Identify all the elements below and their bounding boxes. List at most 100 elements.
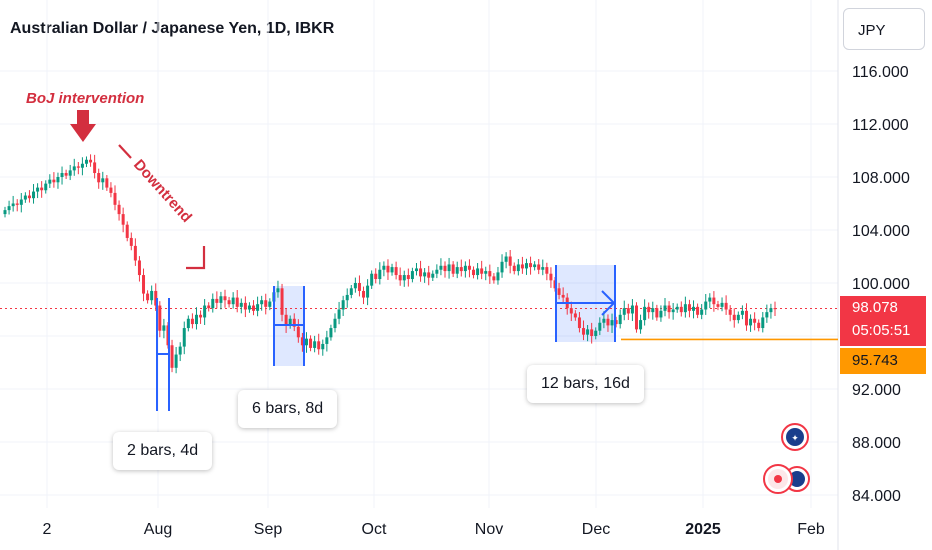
candle	[443, 261, 447, 278]
candle	[484, 266, 488, 281]
candle-body	[329, 328, 333, 338]
candle	[728, 305, 732, 322]
candle	[105, 175, 109, 191]
candle	[292, 313, 296, 332]
candle-body	[7, 206, 11, 211]
range-callout-2: 6 bars, 8d	[238, 390, 338, 428]
candle	[732, 308, 736, 328]
y-tick-label: 104.000	[852, 223, 910, 240]
candle-body	[378, 269, 382, 280]
candle	[622, 300, 626, 321]
candle	[374, 268, 378, 284]
candle	[199, 310, 203, 324]
candle	[243, 296, 247, 318]
candle	[549, 267, 553, 288]
x-tick-label: 2	[43, 521, 52, 538]
candle-body	[463, 265, 467, 272]
candle	[410, 267, 414, 283]
candle	[630, 299, 634, 322]
candle	[300, 332, 304, 352]
bar-countdown: 05:05:51	[852, 322, 911, 339]
candle	[459, 259, 463, 277]
candle-body	[162, 325, 166, 331]
candle	[439, 258, 443, 276]
candle	[700, 304, 704, 320]
candle-body	[203, 305, 207, 318]
candle	[235, 290, 239, 313]
candle-body	[753, 318, 757, 323]
candle	[174, 346, 178, 374]
candle	[663, 297, 667, 317]
candle	[264, 293, 268, 315]
candle	[52, 172, 56, 188]
candle-body	[158, 305, 162, 331]
candle	[671, 303, 675, 320]
candle-body	[484, 271, 488, 274]
candle-body	[317, 341, 321, 350]
candle-body	[247, 305, 251, 310]
candle-body	[573, 313, 577, 318]
candle-body	[300, 337, 304, 346]
down-arrow-icon	[70, 110, 96, 142]
candle	[736, 311, 740, 324]
candle-body	[561, 294, 565, 298]
candle	[394, 261, 398, 280]
currency-selector-button[interactable]: JPY	[843, 8, 925, 50]
candle-body	[264, 300, 268, 307]
candle	[419, 260, 423, 282]
candle	[463, 261, 467, 278]
candle	[524, 258, 528, 275]
candle-body	[97, 173, 101, 183]
candle	[36, 183, 40, 199]
candle	[247, 302, 251, 313]
current-price-value: 98.078	[852, 299, 898, 316]
candle	[117, 200, 121, 221]
candle-body	[667, 305, 671, 313]
range-callout-1: 2 bars, 4d	[113, 432, 213, 470]
candle-body	[215, 298, 219, 303]
candle-body	[239, 302, 243, 307]
candle	[431, 270, 435, 282]
candle-body	[89, 159, 93, 163]
candle	[402, 270, 406, 287]
candle-body	[630, 305, 634, 314]
candle-body	[121, 214, 125, 225]
candle	[317, 333, 321, 355]
candle	[378, 262, 382, 285]
candle-body	[125, 224, 129, 238]
candle	[675, 303, 679, 313]
candle	[178, 342, 182, 362]
candle-body	[353, 283, 357, 289]
candle-body	[68, 170, 72, 176]
candle	[170, 339, 174, 373]
candle-body	[541, 267, 545, 270]
candle	[427, 265, 431, 286]
y-tick-label: 112.000	[852, 117, 909, 134]
x-tick-label: Sep	[254, 521, 283, 538]
candle-body	[129, 237, 133, 246]
candle	[60, 166, 64, 185]
candle-body	[133, 245, 137, 261]
candle-body	[659, 310, 663, 318]
candle	[382, 261, 386, 277]
candle-body	[60, 173, 64, 177]
x-tick-label: Oct	[362, 521, 387, 538]
candle-body	[716, 304, 720, 307]
candle-body	[602, 318, 606, 323]
candle-body	[117, 204, 121, 215]
candle	[309, 335, 313, 352]
candle	[720, 297, 724, 312]
candle	[72, 158, 76, 176]
candle-body	[44, 183, 48, 191]
candle	[406, 268, 410, 287]
candle	[606, 314, 610, 332]
candle	[435, 264, 439, 279]
candle	[121, 207, 125, 233]
candle-body	[533, 264, 537, 268]
candle	[146, 290, 150, 304]
candle-body	[504, 256, 508, 262]
candle-body	[728, 309, 732, 315]
candle-body	[260, 300, 264, 305]
candle-body	[252, 305, 256, 311]
